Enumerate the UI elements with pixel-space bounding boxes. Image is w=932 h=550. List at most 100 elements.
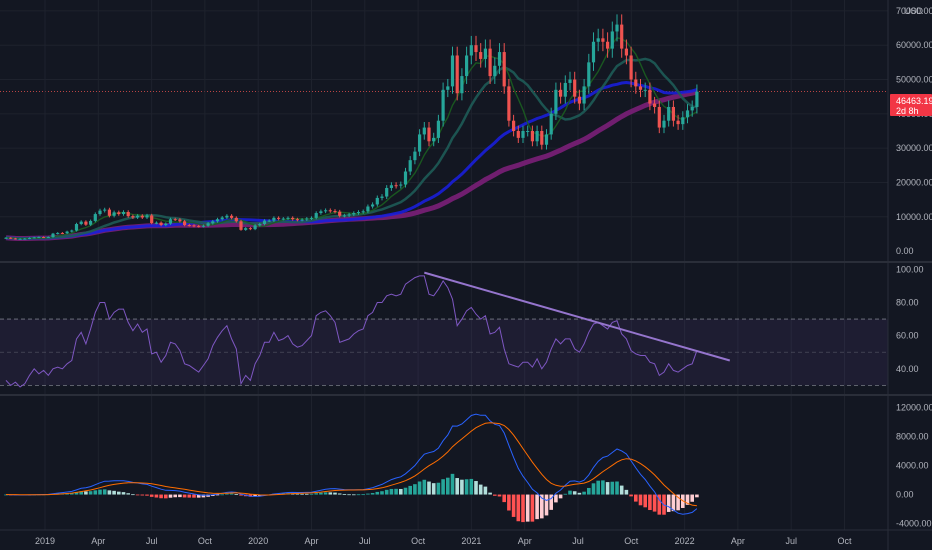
candle[interactable] <box>145 213 149 220</box>
candle[interactable] <box>446 78 450 98</box>
candle[interactable] <box>507 78 511 127</box>
candle[interactable] <box>262 219 267 226</box>
candle[interactable] <box>347 212 351 218</box>
candle[interactable] <box>164 222 168 227</box>
candle[interactable] <box>535 125 539 147</box>
candle[interactable] <box>460 68 464 101</box>
candle[interactable] <box>27 237 32 240</box>
candle[interactable] <box>178 218 182 223</box>
candle[interactable] <box>295 217 299 222</box>
candle[interactable] <box>591 32 596 71</box>
candle[interactable] <box>79 220 83 226</box>
candle[interactable] <box>497 43 502 75</box>
candle[interactable] <box>117 210 121 216</box>
candle[interactable] <box>563 75 567 104</box>
candle[interactable] <box>493 57 497 84</box>
candle[interactable] <box>131 214 135 220</box>
candle[interactable] <box>516 125 520 143</box>
candle[interactable] <box>107 207 111 218</box>
candle[interactable] <box>239 219 243 231</box>
candle[interactable] <box>168 217 173 225</box>
candle[interactable] <box>502 43 506 94</box>
candle[interactable] <box>399 181 403 189</box>
candle[interactable] <box>418 129 422 157</box>
candle[interactable] <box>394 182 398 189</box>
candle[interactable] <box>18 238 22 240</box>
candle[interactable] <box>422 122 426 140</box>
macd-pane[interactable]: -4000.00 0.00 4000.00 8000.00 12000.00 <box>4 402 932 529</box>
candle[interactable] <box>215 217 220 223</box>
candle[interactable] <box>465 46 469 84</box>
candle[interactable] <box>638 78 643 98</box>
candle[interactable] <box>267 219 271 222</box>
candle[interactable] <box>610 21 614 58</box>
candle[interactable] <box>324 208 328 214</box>
candle[interactable] <box>338 209 342 218</box>
candle[interactable] <box>211 219 215 225</box>
candle[interactable] <box>587 53 591 94</box>
candle[interactable] <box>342 213 346 218</box>
candle[interactable] <box>483 39 487 68</box>
candle[interactable] <box>544 129 549 150</box>
candle[interactable] <box>46 236 50 239</box>
candle[interactable] <box>244 227 248 231</box>
candle[interactable] <box>305 217 309 221</box>
candle[interactable] <box>662 114 666 134</box>
candle[interactable] <box>56 232 60 235</box>
price-pane[interactable]: 10000.0020000.0030000.0040000.0050000.00… <box>0 0 932 530</box>
candle[interactable] <box>573 71 577 104</box>
candle[interactable] <box>70 229 74 233</box>
candle[interactable] <box>624 39 628 65</box>
candle[interactable] <box>469 35 473 65</box>
candle[interactable] <box>89 219 93 226</box>
candle[interactable] <box>620 14 624 58</box>
candle[interactable] <box>65 230 69 235</box>
candle[interactable] <box>140 214 144 220</box>
candle[interactable] <box>84 220 88 226</box>
candle[interactable] <box>408 156 412 176</box>
candle[interactable] <box>436 114 440 143</box>
candle[interactable] <box>657 100 661 134</box>
candle[interactable] <box>554 82 558 121</box>
candle[interactable] <box>277 216 281 221</box>
candle[interactable] <box>225 214 229 220</box>
candle[interactable] <box>187 223 191 227</box>
candle[interactable] <box>309 216 314 220</box>
candle[interactable] <box>582 78 586 111</box>
candle[interactable] <box>479 43 483 68</box>
candle[interactable] <box>272 216 276 222</box>
time-axis[interactable]: 2019 Apr Jul Oct 2020 Apr Jul Oct 2021 Apr Jul Oct 2… <box>35 536 852 546</box>
candle[interactable] <box>413 147 417 165</box>
candle[interactable] <box>366 204 370 214</box>
candle[interactable] <box>371 202 375 209</box>
candles[interactable] <box>4 14 699 240</box>
candle[interactable] <box>615 14 619 42</box>
candle[interactable] <box>333 209 337 214</box>
candle[interactable] <box>427 122 431 147</box>
candle[interactable] <box>4 237 8 239</box>
candle[interactable] <box>258 222 262 227</box>
candle[interactable] <box>549 107 553 140</box>
candle[interactable] <box>103 207 107 213</box>
candle[interactable] <box>112 210 116 218</box>
candle[interactable] <box>300 218 304 222</box>
candle[interactable] <box>685 104 690 124</box>
candle[interactable] <box>441 82 445 127</box>
candle[interactable] <box>154 221 158 225</box>
candle[interactable] <box>356 210 361 215</box>
candle[interactable] <box>136 214 140 220</box>
candle[interactable] <box>234 216 238 223</box>
candle[interactable] <box>648 82 652 111</box>
candle[interactable] <box>206 222 210 227</box>
candle[interactable] <box>385 185 389 200</box>
candle[interactable] <box>361 209 365 214</box>
candle[interactable] <box>253 224 257 231</box>
candle[interactable] <box>653 96 657 114</box>
candle[interactable] <box>671 100 675 127</box>
candle[interactable] <box>192 224 196 228</box>
candle[interactable] <box>667 100 671 127</box>
candle[interactable] <box>512 114 516 137</box>
candle[interactable] <box>197 224 201 228</box>
candle[interactable] <box>173 217 177 221</box>
